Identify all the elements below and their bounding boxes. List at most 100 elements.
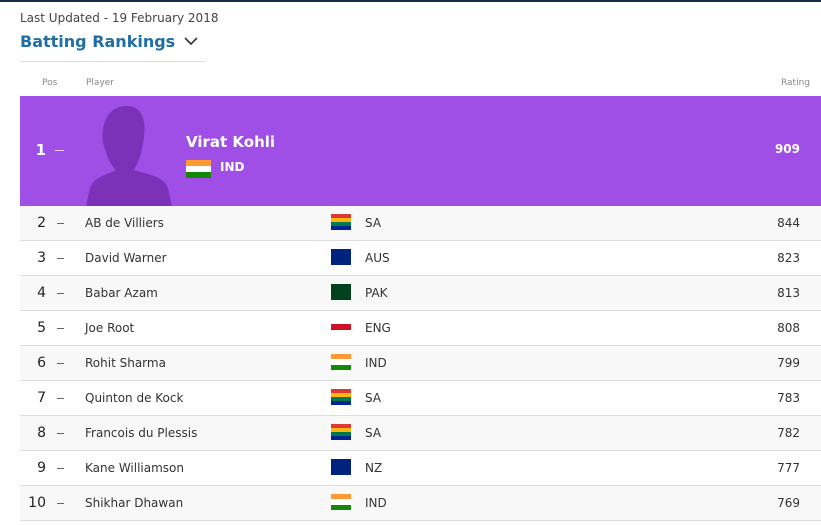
- flag-stripe: [331, 494, 351, 500]
- no-change-indicator: [55, 150, 64, 151]
- player-name: AB de Villiers: [85, 216, 164, 230]
- player-name: Shikhar Dhawan: [85, 496, 184, 510]
- position: 7: [37, 390, 46, 406]
- top-ranked-row[interactable]: 1 Virat Kohli IND 909: [20, 96, 821, 206]
- country-flag: [331, 214, 351, 230]
- country-flag: [331, 389, 351, 405]
- flag-stripe: [331, 459, 351, 467]
- country: NZ: [365, 461, 383, 475]
- position: 8: [37, 425, 46, 441]
- ranking-row[interactable]: 5 Joe Root ENG 808: [20, 311, 821, 346]
- column-header: Player: [86, 78, 115, 88]
- country-flag: [331, 424, 351, 440]
- rating: 823: [777, 251, 800, 265]
- ranking-row[interactable]: 10 Shikhar Dhawan IND 769: [20, 486, 821, 521]
- country: IND: [220, 160, 245, 174]
- flag-stripe: [331, 389, 351, 393]
- rankings-title[interactable]: Batting Rankings: [20, 32, 176, 51]
- flag-stripe: [331, 424, 351, 428]
- flag-stripe: [331, 257, 351, 265]
- player-name: Babar Azam: [85, 286, 158, 300]
- column-header: Rating: [780, 78, 810, 88]
- ranking-row[interactable]: 2 AB de Villiers SA 844: [20, 206, 821, 241]
- flag-stripe: [331, 364, 351, 370]
- flag-stripe: [331, 401, 351, 405]
- rating: 782: [777, 426, 800, 440]
- position: 4: [37, 285, 46, 301]
- country-flag: [331, 319, 351, 335]
- no-change-indicator: [57, 328, 64, 329]
- country: AUS: [365, 251, 390, 265]
- flag-stripe: [331, 393, 351, 397]
- country-flag: [331, 459, 351, 475]
- no-change-indicator: [57, 468, 64, 469]
- flag-stripe: [331, 432, 351, 436]
- player-name: Rohit Sharma: [85, 356, 166, 370]
- rating: 783: [777, 391, 800, 405]
- flag-stripe: [331, 222, 351, 226]
- player-silhouette: [86, 105, 172, 206]
- flag-stripe: [331, 397, 351, 401]
- player-name: Joe Root: [85, 321, 135, 335]
- dropdown-chevron[interactable]: [184, 36, 198, 46]
- ranking-row[interactable]: 9 Kane Williamson NZ 777: [20, 451, 821, 486]
- flag-stripe: [331, 329, 351, 335]
- flag-stripe: [331, 359, 351, 365]
- position: 2: [37, 215, 46, 231]
- flag-stripe: [331, 218, 351, 222]
- no-change-indicator: [57, 258, 64, 259]
- country: SA: [365, 426, 382, 440]
- flag-stripe: [331, 436, 351, 440]
- ranking-row[interactable]: 8 Francois du Plessis SA 782: [20, 416, 821, 451]
- country: IND: [365, 356, 387, 370]
- ranking-row[interactable]: 3 David Warner AUS 823: [20, 241, 821, 276]
- ranking-row[interactable]: 4 Babar Azam PAK 813: [20, 276, 821, 311]
- flag-stripe: [331, 226, 351, 230]
- position: 1: [35, 141, 46, 159]
- flag-stripe: [331, 499, 351, 505]
- country-flag: [331, 354, 351, 370]
- flag-stripe: [331, 354, 351, 360]
- top-border: [0, 0, 821, 2]
- country: ENG: [365, 321, 391, 335]
- country: PAK: [365, 286, 388, 300]
- flag-stripe: [331, 292, 351, 300]
- country: SA: [365, 391, 382, 405]
- country-flag: [186, 160, 211, 178]
- flag-stripe: [331, 467, 351, 475]
- player-name: Quinton de Kock: [85, 391, 184, 405]
- player-name: David Warner: [85, 251, 167, 265]
- rating: 813: [777, 286, 800, 300]
- ranking-row[interactable]: 7 Quinton de Kock SA 783: [20, 381, 821, 416]
- flag-stripe: [331, 428, 351, 432]
- ranking-row[interactable]: 6 Rohit Sharma IND 799: [20, 346, 821, 381]
- no-change-indicator: [57, 293, 64, 294]
- last-updated: Last Updated - 19 February 2018: [20, 11, 219, 25]
- position: 5: [37, 320, 46, 336]
- player-name: Kane Williamson: [85, 461, 184, 475]
- no-change-indicator: [57, 223, 64, 224]
- flag-stripe: [331, 284, 351, 292]
- flag-stripe: [331, 504, 351, 510]
- country: IND: [365, 496, 387, 510]
- rating: 769: [777, 496, 800, 510]
- no-change-indicator: [57, 398, 64, 399]
- country-flag: [331, 494, 351, 510]
- flag-stripe: [331, 249, 351, 257]
- rating: 844: [777, 216, 800, 230]
- rating: 777: [777, 461, 800, 475]
- flag-stripe: [331, 214, 351, 218]
- flag-stripe: [186, 172, 211, 178]
- rating: 808: [777, 321, 800, 335]
- flag-stripe: [186, 166, 211, 172]
- player-name: Francois du Plessis: [85, 426, 198, 440]
- country-flag: [331, 249, 351, 265]
- position: 9: [37, 460, 46, 476]
- rating: 799: [777, 356, 800, 370]
- flag-stripe: [331, 319, 351, 325]
- no-change-indicator: [57, 433, 64, 434]
- country-flag: [331, 284, 351, 300]
- player-name: Virat Kohli: [186, 133, 276, 151]
- column-header: Pos: [42, 78, 58, 88]
